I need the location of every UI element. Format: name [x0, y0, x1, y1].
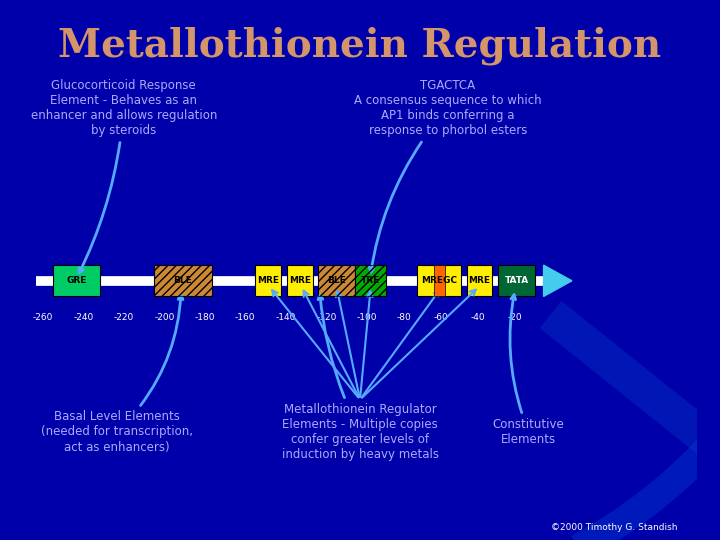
Text: BLE: BLE — [174, 276, 192, 285]
Text: Glucocorticoid Response
Element - Behaves as an
enhancer and allows regulation
b: Glucocorticoid Response Element - Behave… — [31, 79, 217, 273]
Text: -240: -240 — [73, 313, 94, 322]
Bar — [418, 265, 462, 296]
Text: -100: -100 — [356, 313, 377, 322]
Bar — [154, 265, 212, 296]
Text: Constitutive
Elements: Constitutive Elements — [493, 295, 564, 446]
Bar — [355, 265, 386, 296]
Bar — [355, 265, 386, 296]
Text: MREGC: MREGC — [421, 276, 457, 285]
Bar — [53, 265, 100, 296]
Bar — [154, 265, 212, 296]
Text: -200: -200 — [154, 313, 174, 322]
Text: -180: -180 — [194, 313, 215, 322]
Text: Metallothionein Regulation: Metallothionein Regulation — [58, 26, 662, 65]
Bar — [318, 265, 355, 296]
Bar — [318, 265, 355, 296]
Bar — [287, 265, 312, 296]
Text: -220: -220 — [114, 313, 134, 322]
Text: MRE: MRE — [257, 276, 279, 285]
Text: MRE: MRE — [469, 276, 490, 285]
Text: TGACTCA
A consensus sequence to which
AP1 binds conferring a
response to phorbol: TGACTCA A consensus sequence to which AP… — [354, 79, 541, 272]
Bar — [256, 265, 281, 296]
Bar — [498, 265, 536, 296]
Text: ©2000 Timothy G. Standish: ©2000 Timothy G. Standish — [551, 523, 678, 532]
Bar — [467, 265, 492, 296]
Text: -160: -160 — [235, 313, 256, 322]
Text: -20: -20 — [508, 313, 523, 322]
FancyArrow shape — [544, 265, 572, 296]
Text: Basal Level Elements
(needed for transcription,
act as enhancers): Basal Level Elements (needed for transcr… — [41, 295, 193, 454]
Text: TATA: TATA — [505, 276, 529, 285]
Text: -60: -60 — [433, 313, 449, 322]
Text: MRE: MRE — [289, 276, 311, 285]
Bar — [434, 265, 445, 296]
Text: -260: -260 — [32, 313, 53, 322]
Text: -120: -120 — [316, 313, 336, 322]
Text: -80: -80 — [397, 313, 411, 322]
Text: BLE: BLE — [328, 276, 346, 285]
Text: -140: -140 — [276, 313, 296, 322]
Text: Metallothionein Regulator
Elements - Multiple copies
confer greater levels of
in: Metallothionein Regulator Elements - Mul… — [282, 295, 438, 461]
Text: GRE: GRE — [66, 276, 86, 285]
Text: -40: -40 — [471, 313, 485, 322]
Text: TRE: TRE — [361, 276, 380, 285]
